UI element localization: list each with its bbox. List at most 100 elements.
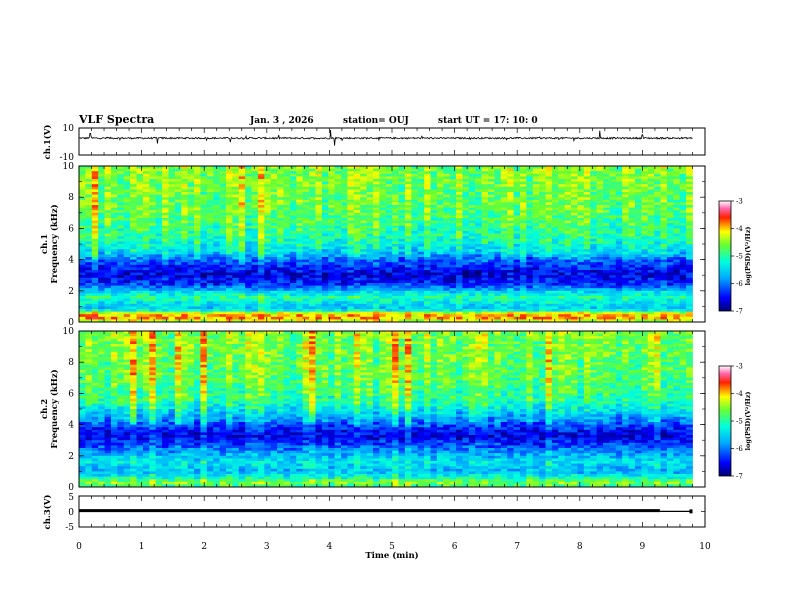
spectrogram-cell [321,236,329,240]
spectrogram-cell [245,192,252,195]
spectrogram-cell [264,212,272,216]
spectrogram-cell [443,197,451,201]
spectrogram-cell [551,280,559,284]
spectrogram-cell [360,275,367,279]
spectrogram-cell [85,296,93,299]
spectrogram-cell [443,212,451,216]
spectrogram-cell [500,225,508,229]
spectrogram-cell [162,186,169,190]
spectrogram-cell [443,202,451,206]
spectrogram-cell [475,168,482,172]
spectrogram-cell [666,176,674,180]
spectrogram-cell [398,228,406,232]
spectrogram-cell [334,231,342,234]
spectrogram-cell [225,283,233,286]
spectrogram-cell [181,194,189,198]
spectrogram-cell [634,176,642,180]
spectrogram-cell [628,233,636,237]
spectrogram-cell [660,275,668,279]
spectrogram-cell [91,192,99,195]
spectrogram-cell [539,254,546,258]
spectrogram-cell [353,197,361,201]
spectrogram-cell [513,249,521,253]
spectrogram-cell [219,283,227,286]
spectrogram-cell [232,272,240,276]
spectrogram-cell [456,241,463,245]
spectrogram-cell [117,218,125,221]
spectrogram-cell [283,228,291,232]
spectrogram-cell [404,251,412,255]
spectrogram-cell [539,236,546,240]
spectrogram-cell [347,288,355,292]
spectrogram-cell [660,277,668,281]
spectrogram-cell [628,280,636,284]
spectrogram-cell [142,238,150,242]
spectrogram-cell [571,251,578,255]
spectrogram-cell [277,257,284,260]
spectrogram-cell [200,285,208,289]
spectrogram-cell [315,220,323,224]
spectrogram-cell [270,186,278,190]
spectrogram-cell [532,233,540,237]
spectrogram-cell [666,192,674,195]
spectrogram-cell [577,223,585,227]
spectrogram-cell [468,262,476,266]
spectrogram-cell [654,246,661,250]
spectrogram-cell [174,288,182,292]
spectrogram-cell [289,288,297,292]
spectrogram-cell [98,210,105,214]
spectrogram-cell [481,249,489,253]
spectrogram-cell [622,280,629,284]
spectrogram-cell [136,262,144,266]
spectrogram-cell [219,166,227,169]
spectrogram-cell [558,215,566,219]
spectrogram-cell [462,290,470,294]
spectrogram-cell [513,225,521,229]
spectrogram-cell [577,215,585,219]
spectrogram-cell [174,244,182,247]
spectrogram-cell [277,228,284,232]
spectrogram-cell [296,277,304,281]
spectrogram-cell [219,231,227,234]
spectrogram-cell [155,202,163,206]
spectrogram-cell [398,296,406,299]
spectrogram-cell [500,210,508,214]
spectrogram-cell [519,225,527,229]
spectrogram-cell [628,197,636,201]
spectrogram-cell [603,176,610,180]
spectrogram-cell [181,210,189,214]
spectrogram-cell [641,228,649,232]
spectrogram-cell [174,192,182,195]
spectrogram-cell [98,264,105,268]
spectrogram-cell [225,202,233,206]
spectrogram-cell [590,290,598,294]
spectrogram-cell [353,272,361,276]
spectrogram-cell [436,264,444,268]
spectrogram-cell [430,173,438,177]
spectrogram-cell [487,272,495,276]
spectrogram-cell [155,205,163,208]
spectrogram-cell [532,236,540,240]
spectrogram-cell [155,197,163,201]
spectrogram-cell [315,215,323,219]
spectrogram-cell [590,283,598,286]
spectrogram-cell [206,184,214,188]
spectrogram-cell [328,288,336,292]
spectrogram-cell [647,259,655,263]
spectrogram-cell [360,288,367,292]
spectrogram-cell [181,270,189,273]
spectrogram-cell [194,241,201,245]
spectrogram-cell [302,277,310,281]
spectrogram-cell [277,283,284,286]
spectrogram-cell [142,275,150,279]
spectrogram-cell [206,275,214,279]
spectrogram-cell [123,197,131,201]
spectrogram-cell [366,205,374,208]
spectrogram-cell [85,186,93,190]
spectrogram-cell [577,166,585,169]
spectrogram-cell [462,283,470,286]
spectrogram-cell [411,272,419,276]
spectrogram-cell [219,218,227,221]
spectrogram-cell [302,205,310,208]
spectrogram-cell [79,288,86,292]
